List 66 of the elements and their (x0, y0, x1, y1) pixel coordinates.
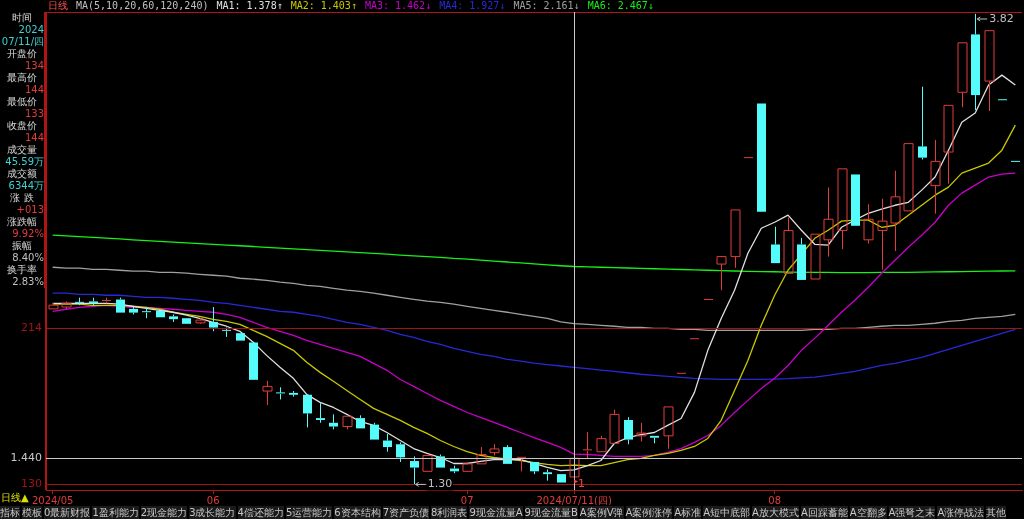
ref-line-label: 130 (21, 477, 42, 491)
text: MA2: 1.403↑ (290, 0, 357, 12)
text: 其他 (986, 506, 1007, 519)
x-tick-label: 2024/05 (31, 494, 74, 506)
text: 成交额 (6, 168, 38, 180)
text: A空翻多 (849, 506, 887, 519)
text: MA6: 2.467↓ (587, 0, 654, 12)
text: 日线▲ (1, 491, 29, 504)
text: 涨 跌 (9, 192, 35, 204)
annotation: 3.82 (989, 11, 1014, 25)
text: 07/11/四 (0, 36, 44, 48)
text: 2024 (17, 24, 44, 36)
ref-line-label: 1.440 (10, 451, 42, 465)
text: 2.83% (11, 276, 44, 288)
text: 133 (23, 108, 44, 120)
text: 2现金能力 (140, 506, 188, 519)
text: 6344万 (7, 180, 44, 192)
annotation: 1.30 (427, 477, 453, 491)
text: 4偿还能力 (237, 506, 284, 519)
x-tick-label: 2024/07/11(四) (536, 494, 612, 506)
text: A案例涨停 (625, 506, 673, 519)
text: 模板 (22, 506, 42, 519)
text: 9.92% (11, 228, 44, 240)
chart-subtitle: MA(5,10,20,60,120,240) (76, 0, 209, 12)
text: 0最新财报 (44, 506, 91, 519)
ref-line-label: 214 (21, 321, 42, 335)
text: 最低价 (6, 96, 38, 108)
text: +013 (15, 204, 44, 216)
text: 6资本结构 (334, 506, 381, 519)
text: 8利润表 (431, 506, 468, 519)
annotation: 1 (578, 477, 586, 491)
text: 换手率 (6, 264, 38, 276)
text: MA3: 1.462↓ (364, 0, 432, 12)
text: 5运营能力 (285, 506, 333, 519)
text: 9现金流量A (469, 506, 523, 519)
text: 3成长能力 (189, 506, 236, 519)
chart-title: 日线 (48, 0, 68, 12)
text: 45.59万 (4, 156, 44, 168)
text: 9现金流量B (524, 506, 578, 519)
text: 指标 (0, 506, 20, 519)
text: 134 (23, 60, 44, 72)
text: MA5: 2.161↓ (513, 0, 580, 12)
text: A标准 (674, 506, 702, 519)
text: MA1: 1.378↑ (216, 0, 283, 12)
text: 时间 (11, 12, 33, 24)
text: A案例V弹 (579, 506, 624, 519)
text: 振幅 (11, 240, 33, 252)
x-tick-label: 08 (768, 494, 782, 506)
text: A放大模式 (752, 506, 799, 519)
text: 7资产负债 (382, 506, 429, 519)
text: MA4: 1.927↓ (439, 0, 506, 12)
text: A回踩蓄能 (800, 506, 848, 519)
text: 最高价 (6, 72, 38, 84)
text: 144 (23, 132, 44, 144)
text: 涨跌幅 (6, 216, 38, 228)
text: 收盘价 (6, 120, 38, 132)
text: 1盈利能力 (92, 506, 139, 519)
text: 成交量 (6, 144, 38, 156)
x-tick-label: 06 (206, 494, 220, 506)
text: 开盘价 (6, 48, 38, 60)
text: A短中底部 (703, 506, 751, 519)
text: A涨停战法 (937, 506, 985, 519)
text: A强弩之末 (888, 506, 936, 519)
text: 8.40% (11, 252, 44, 264)
text: 144 (23, 84, 44, 96)
x-tick-label: 07 (460, 494, 474, 506)
